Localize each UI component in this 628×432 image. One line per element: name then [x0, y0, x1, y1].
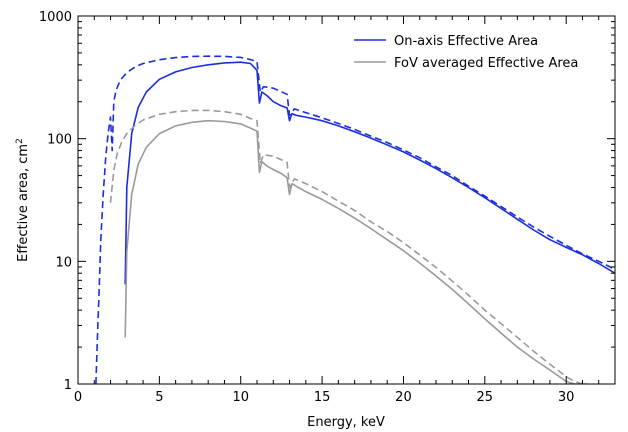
y-tick-label: 100: [47, 133, 72, 148]
legend-label: On-axis Effective Area: [394, 34, 538, 49]
series-line-1: [95, 55, 615, 384]
x-tick-label: 25: [477, 390, 494, 405]
y-axis-title: Effective area, cm2: [15, 138, 31, 262]
x-tick-label: 15: [314, 390, 331, 405]
x-axis-title: Energy, keV: [307, 415, 385, 430]
x-tick-label: 10: [232, 390, 249, 405]
legend: On-axis Effective Area FoV averaged Effec…: [354, 34, 578, 71]
series-line-2: [124, 119, 588, 384]
y-tick-label: 1000: [39, 10, 72, 25]
x-tick-label: 30: [558, 390, 575, 405]
y-axis-title-main: Effective area, cm: [16, 144, 31, 262]
plot-frame: [77, 15, 616, 385]
axis-ticks: 0 5 10 15 20 25 30 1 10 100 1000: [39, 10, 615, 405]
series-line-3: [109, 109, 583, 384]
series-line-0: [124, 61, 615, 285]
x-tick-label: 20: [395, 390, 412, 405]
legend-label: FoV averaged Effective Area: [394, 56, 578, 71]
y-tick-label: 1: [64, 378, 72, 393]
x-tick-label: 0: [74, 390, 82, 405]
series-lines: [95, 55, 615, 384]
x-tick-label: 5: [155, 390, 163, 405]
y-axis-title-superscript: 2: [15, 138, 25, 144]
y-tick-label: 10: [55, 255, 72, 270]
